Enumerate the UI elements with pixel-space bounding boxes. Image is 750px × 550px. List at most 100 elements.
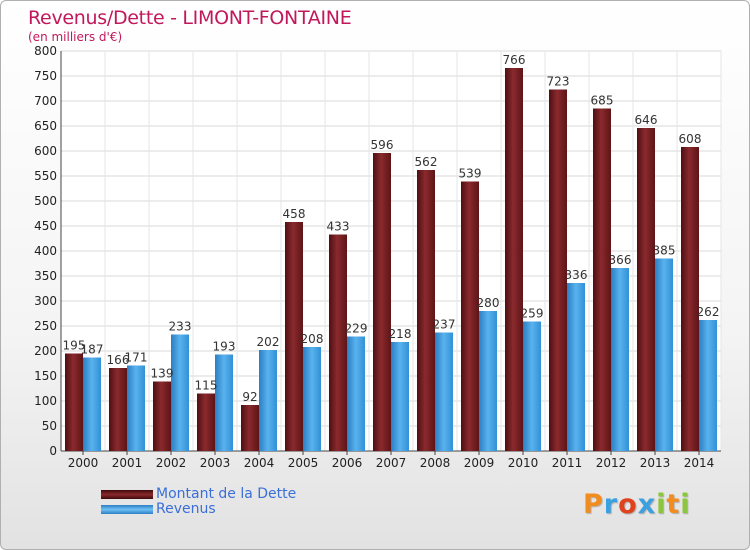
bar-revenus: [567, 283, 585, 451]
logo-letter: P: [583, 489, 604, 520]
y-tick-label: 50: [42, 419, 57, 433]
data-label: 229: [345, 322, 368, 336]
y-tick-label: 0: [49, 444, 57, 458]
x-tick-label: 2000: [68, 456, 99, 470]
data-label: 596: [371, 138, 394, 152]
x-tick-label: 2012: [596, 456, 627, 470]
bar-revenus: [523, 321, 541, 451]
bar-dette: [197, 393, 215, 451]
bar-dette: [637, 128, 655, 451]
y-tick-label: 250: [34, 319, 57, 333]
bar-dette: [681, 147, 699, 451]
data-label: 336: [565, 268, 588, 282]
legend-label-dette: Montant de la Dette: [156, 486, 297, 502]
x-tick-label: 2014: [684, 456, 715, 470]
x-tick-label: 2006: [332, 456, 363, 470]
y-tick-label: 750: [34, 69, 57, 83]
x-tick-label: 2010: [508, 456, 539, 470]
bar-revenus: [435, 332, 453, 451]
logo-letter: t: [666, 489, 681, 520]
data-label: 539: [459, 167, 482, 181]
data-label: 646: [635, 113, 658, 127]
bar-revenus: [611, 268, 629, 451]
bar-revenus: [391, 342, 409, 451]
bar-revenus: [259, 350, 277, 451]
logo-letter: o: [618, 489, 638, 520]
y-tick-label: 550: [34, 169, 57, 183]
data-label: 218: [389, 327, 412, 341]
data-label: 458: [283, 207, 306, 221]
bar-revenus: [215, 354, 233, 451]
bar-revenus: [83, 357, 101, 451]
bar-dette: [505, 68, 523, 451]
bar-dette: [153, 381, 171, 451]
data-label: 166: [107, 353, 130, 367]
data-label: 202: [257, 335, 280, 349]
data-label: 766: [503, 53, 526, 67]
data-label: 139: [151, 367, 174, 381]
x-tick-label: 2004: [244, 456, 275, 470]
bar-dette: [593, 108, 611, 451]
bar-dette: [373, 153, 391, 451]
logo-letter: i: [656, 489, 667, 520]
data-label: 171: [125, 351, 148, 365]
data-label: 195: [63, 339, 86, 353]
y-tick-label: 400: [34, 244, 57, 258]
bar-revenus: [347, 336, 365, 451]
legend-label-revenus: Revenus: [156, 501, 216, 517]
x-tick-label: 2011: [552, 456, 583, 470]
data-label: 92: [242, 390, 257, 404]
x-tick-label: 2013: [640, 456, 671, 470]
chart-subtitle: (en milliers d'€): [28, 30, 123, 44]
y-tick-label: 100: [34, 394, 57, 408]
data-label: 608: [679, 132, 702, 146]
x-tick-label: 2001: [112, 456, 143, 470]
data-label: 366: [609, 253, 632, 267]
bar-revenus: [655, 258, 673, 451]
data-label: 259: [521, 307, 544, 321]
x-tick-label: 2009: [464, 456, 495, 470]
data-label: 562: [415, 155, 438, 169]
data-label: 208: [301, 332, 324, 346]
y-tick-label: 800: [34, 44, 57, 58]
x-tick-label: 2005: [288, 456, 319, 470]
bar-dette: [241, 405, 259, 451]
x-tick-label: 2002: [156, 456, 187, 470]
y-tick-label: 600: [34, 144, 57, 158]
proxiti-logo: Proxiti: [583, 489, 691, 520]
bar-dette: [461, 181, 479, 451]
y-tick-label: 500: [34, 194, 57, 208]
bar-revenus: [699, 320, 717, 451]
logo-letter: x: [637, 489, 657, 520]
y-tick-label: 300: [34, 294, 57, 308]
bar-revenus: [303, 347, 321, 451]
data-label: 385: [653, 244, 676, 258]
bar-revenus: [479, 311, 497, 451]
y-tick-label: 200: [34, 344, 57, 358]
y-tick-label: 700: [34, 94, 57, 108]
x-tick-label: 2008: [420, 456, 451, 470]
data-label: 433: [327, 220, 350, 234]
data-label: 193: [213, 340, 236, 354]
y-tick-label: 650: [34, 119, 57, 133]
bar-revenus: [171, 334, 189, 451]
data-label: 685: [591, 94, 614, 108]
data-label: 723: [547, 75, 570, 89]
data-label: 187: [81, 343, 104, 357]
y-tick-label: 150: [34, 369, 57, 383]
legend-swatch-revenus: [101, 505, 153, 514]
data-label: 115: [195, 379, 218, 393]
legend-swatch-dette: [101, 490, 153, 499]
data-label: 237: [433, 318, 456, 332]
bar-dette: [109, 368, 127, 451]
data-label: 280: [477, 296, 500, 310]
bar-dette: [65, 353, 83, 451]
chart-title: Revenus/Dette - LIMONT-FONTAINE: [28, 7, 352, 29]
bar-dette: [285, 222, 303, 451]
y-tick-label: 350: [34, 269, 57, 283]
logo-letter: r: [603, 489, 619, 520]
logo-letter: i: [680, 489, 691, 520]
bar-dette: [549, 89, 567, 451]
